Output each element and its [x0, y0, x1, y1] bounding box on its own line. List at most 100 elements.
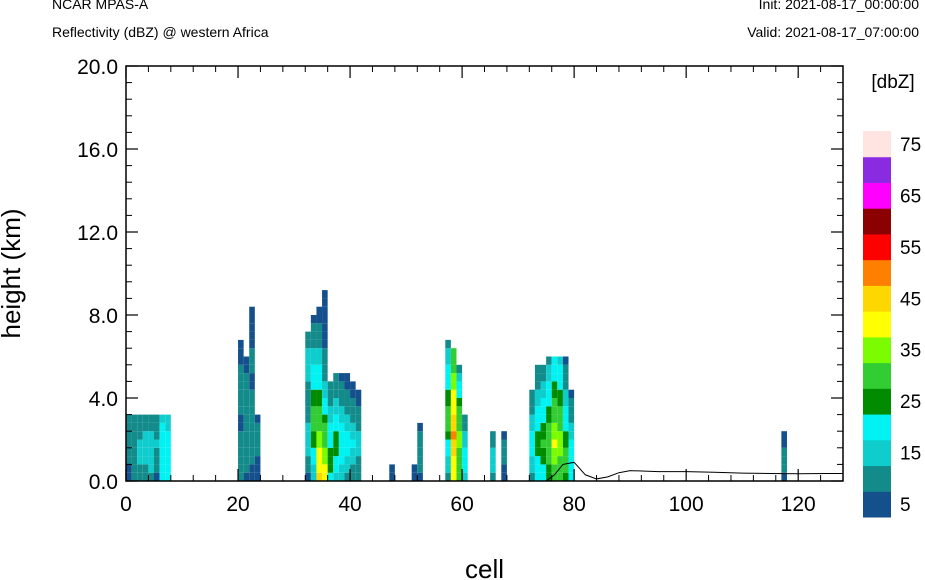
- heatmap-cell: [501, 464, 507, 473]
- heatmap-cell: [557, 398, 563, 407]
- heatmap-cell: [417, 447, 423, 457]
- heatmap-cell: [540, 364, 547, 374]
- heatmap-cell: [148, 439, 155, 448]
- heatmap-cell: [327, 414, 334, 423]
- plot-frame: [125, 65, 844, 482]
- heatmap-cell: [551, 389, 558, 398]
- heatmap-cell: [551, 456, 558, 465]
- heatmap-cell: [456, 398, 463, 407]
- heatmap-cell: [316, 356, 323, 365]
- heatmap-cell: [333, 439, 339, 448]
- heatmap-cell: [450, 406, 457, 415]
- heatmap-cell: [540, 381, 547, 390]
- heatmap-cell: [243, 464, 250, 473]
- heatmap-cell: [154, 414, 160, 423]
- heatmap-cell: [389, 464, 395, 473]
- heatmap-cell: [546, 389, 552, 398]
- heatmap-cell: [310, 431, 317, 440]
- heatmap-cell: [344, 373, 351, 382]
- heatmap-cell: [562, 456, 569, 465]
- heatmap-cell: [131, 456, 138, 465]
- heatmap-cell: [322, 364, 328, 374]
- heatmap-cell: [529, 406, 535, 415]
- heatmap-cell: [456, 381, 463, 390]
- heatmap-cell: [322, 356, 328, 365]
- heatmap-cell: [238, 456, 244, 465]
- heatmap-cell: [333, 447, 339, 457]
- heatmap-cell: [142, 422, 149, 432]
- heatmap-cell: [450, 439, 457, 448]
- heatmap-cell: [445, 472, 451, 481]
- heatmap-cell: [131, 422, 138, 432]
- heatmap-cell: [445, 356, 451, 365]
- heatmap-cell: [445, 339, 451, 349]
- heatmap-cell: [355, 439, 362, 448]
- heatmap-cell: [310, 315, 317, 324]
- heatmap-cell: [562, 447, 569, 457]
- heatmap-cell: [148, 464, 155, 473]
- x-tick-label: 40: [338, 493, 361, 516]
- heatmap-cell: [534, 381, 541, 390]
- heatmap-cell: [450, 447, 457, 457]
- heatmap-cell: [316, 447, 323, 457]
- heatmap-cell: [529, 398, 535, 407]
- heatmap-cell: [344, 439, 351, 448]
- heatmap-cell: [344, 389, 351, 398]
- heatmap-cell: [557, 431, 563, 440]
- heatmap-cell: [238, 406, 244, 415]
- heatmap-cell: [159, 456, 166, 465]
- heatmap-cell: [551, 422, 558, 432]
- heatmap-cell: [540, 373, 547, 382]
- heatmap-cell: [305, 364, 311, 374]
- heatmap-cell: [546, 381, 552, 390]
- heatmap-cell: [350, 422, 356, 432]
- heatmap-cell: [126, 439, 132, 448]
- heatmap-cell: [310, 373, 317, 382]
- x-tick-label: 0: [120, 493, 132, 516]
- heatmap-cell: [310, 398, 317, 407]
- heatmap-cell: [417, 439, 423, 448]
- y-tick-label: 12.0: [77, 222, 118, 245]
- heatmap-cell: [529, 456, 535, 465]
- heatmap-cell: [490, 439, 496, 448]
- heatmap-cell: [350, 406, 356, 415]
- heatmap-cell: [126, 431, 132, 440]
- heatmap-cell: [462, 431, 468, 440]
- heatmap-cell: [456, 373, 463, 382]
- heatmap-cell: [445, 389, 451, 398]
- heatmap-cell: [305, 356, 311, 365]
- heatmap-cell: [159, 464, 166, 473]
- heatmap-cell: [417, 422, 423, 432]
- heatmap-cell: [243, 456, 250, 465]
- heatmap-cell: [249, 422, 255, 432]
- heatmap-cell: [450, 381, 457, 390]
- heatmap-cell: [126, 447, 132, 457]
- heatmap-cell: [557, 422, 563, 432]
- heatmap-cell: [445, 414, 451, 423]
- colorbar-swatch: [863, 491, 891, 518]
- heatmap-cells: [126, 290, 787, 481]
- heatmap-cell: [462, 447, 468, 457]
- heatmap-cell: [338, 406, 345, 415]
- heatmap-cell: [501, 472, 507, 481]
- heatmap-cell: [327, 398, 334, 407]
- heatmap-cell: [131, 447, 138, 457]
- heatmap-cell: [333, 406, 339, 415]
- heatmap-cell: [781, 456, 787, 465]
- heatmap-cell: [350, 414, 356, 423]
- heatmap-cell: [557, 373, 563, 382]
- heatmap-cell: [551, 464, 558, 473]
- heatmap-cell: [322, 315, 328, 324]
- heatmap-cell: [540, 422, 547, 432]
- heatmap-cell: [529, 472, 535, 481]
- heatmap-cell: [462, 422, 468, 432]
- heatmap-cell: [327, 464, 334, 473]
- heatmap-cell: [322, 431, 328, 440]
- heatmap-cell: [546, 472, 552, 481]
- heatmap-cell: [159, 439, 166, 448]
- heatmap-cell: [355, 456, 362, 465]
- heatmap-cell: [490, 472, 496, 481]
- heatmap-cell: [142, 472, 149, 481]
- heatmap-cell: [327, 381, 334, 390]
- heatmap-cell: [534, 389, 541, 398]
